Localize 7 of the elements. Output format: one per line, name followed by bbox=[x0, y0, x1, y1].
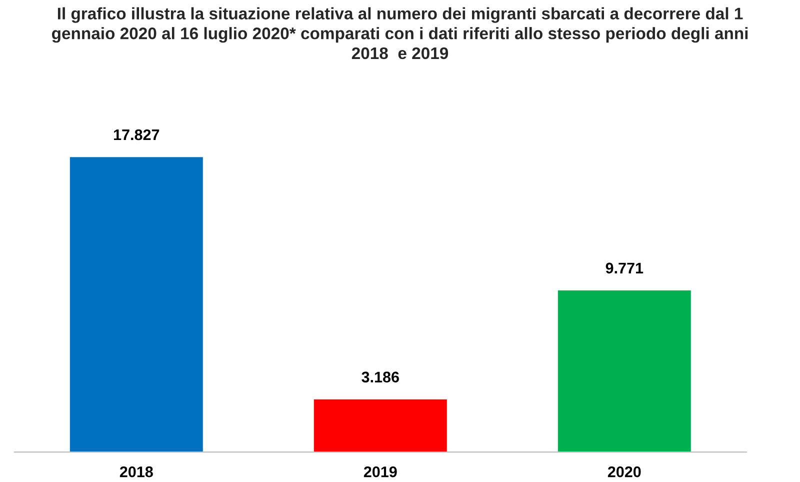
data-label: 17.827 bbox=[114, 129, 160, 140]
data-label: 9.771 bbox=[606, 262, 644, 274]
data-label: 3.186 bbox=[362, 372, 399, 382]
x-tick-label: 2019 bbox=[364, 466, 397, 478]
x-tick-label: 2020 bbox=[608, 466, 641, 478]
chart-title: Il grafico illustra la situazione relativa al numero dei migranti sbarcati a decorrere dal 1 gennaio 2020 al 16 luglio 2020* comparati con i dati riferiti allo stesso periodo degli anni 2018 e 2019 bbox=[52, 7, 748, 60]
x-tick-label: 2018 bbox=[120, 466, 153, 478]
